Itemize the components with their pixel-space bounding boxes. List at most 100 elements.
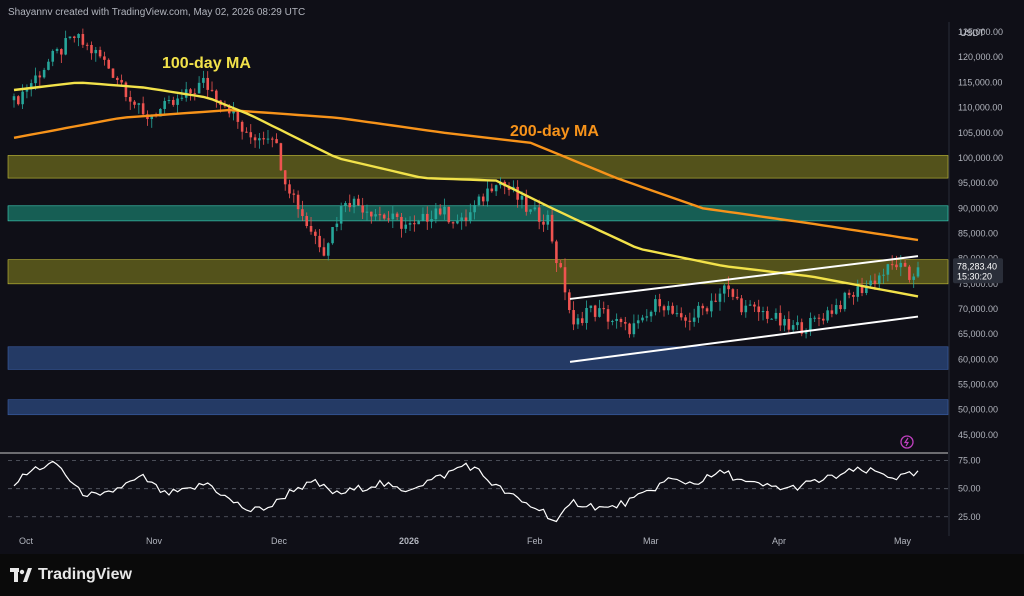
candle-body <box>766 311 769 319</box>
candle-body <box>443 206 446 215</box>
current-price-badge <box>953 258 1003 284</box>
candle-body <box>654 299 657 312</box>
candle-body <box>64 38 67 55</box>
attribution-text: Shayannv created with TradingView.com, M… <box>8 7 306 18</box>
candle-body <box>253 137 257 141</box>
candle-body <box>111 68 115 78</box>
candle-body <box>348 203 352 208</box>
price-axis-tick: 100,000.00 <box>958 153 1003 163</box>
candle-body <box>81 34 85 45</box>
candle-body <box>322 247 326 256</box>
candle-body <box>133 101 136 105</box>
candle-body <box>791 325 795 330</box>
candle-body <box>477 196 481 206</box>
candle-body <box>469 212 472 221</box>
price-axis-tick: 55,000.00 <box>958 380 998 390</box>
candle-body <box>60 49 63 55</box>
alert-clock-icon[interactable] <box>900 435 914 449</box>
candle-body <box>908 266 911 280</box>
candle-body <box>563 267 567 293</box>
candle-body <box>486 188 489 202</box>
candle-body <box>615 318 618 321</box>
candle-body <box>912 276 915 280</box>
candle-body <box>279 143 283 171</box>
candle-body <box>520 195 524 200</box>
ma100-annotation: 100-day MA <box>162 55 251 72</box>
candle-body <box>357 198 360 206</box>
rsi-axis-tick: 75.00 <box>958 456 981 466</box>
candle-body <box>210 89 214 91</box>
candle-body <box>804 331 808 334</box>
candle-body <box>873 280 877 284</box>
candle-body <box>667 305 670 311</box>
candle-body <box>240 121 244 132</box>
tradingview-logo-icon <box>10 568 32 582</box>
candle-body <box>641 317 644 321</box>
supply-zone-teal <box>7 205 949 222</box>
candle-body <box>391 213 395 220</box>
candle-body <box>197 82 201 94</box>
candle-body <box>116 77 119 80</box>
candle-body <box>546 214 550 225</box>
candle-body <box>537 207 541 222</box>
candle-body <box>675 313 679 315</box>
candle-body <box>692 317 696 322</box>
candle-body <box>176 98 179 105</box>
candle-body <box>568 292 571 311</box>
candle-body <box>464 217 468 221</box>
price-axis-tick: 45,000.00 <box>958 430 998 440</box>
candle-body <box>796 322 799 326</box>
candle-body <box>447 206 451 223</box>
time-axis-tick: Oct <box>19 536 34 546</box>
candle-body <box>636 320 640 324</box>
price-axis-tick: 115,000.00 <box>958 77 1002 87</box>
price-axis-tick: 95,000.00 <box>958 178 998 188</box>
candle-body <box>305 216 309 227</box>
candle-body <box>249 132 253 138</box>
candle-body <box>236 110 240 122</box>
candle-body <box>460 217 463 221</box>
candle-body <box>710 300 713 312</box>
price-chart[interactable]: 100-day MA 200-day MA USDT 45,000.00 50,000.… <box>0 0 1024 554</box>
candle-body <box>895 264 898 268</box>
candle-body <box>301 209 304 217</box>
candle-body <box>882 274 885 276</box>
candle-body <box>150 115 154 120</box>
candle-body <box>585 307 588 323</box>
candle-body <box>494 185 498 192</box>
candle-body <box>473 205 476 213</box>
candle-body <box>778 312 782 326</box>
candle-body <box>400 216 403 229</box>
candle-body <box>85 44 89 46</box>
candle-body <box>90 44 93 54</box>
candle-body <box>262 138 265 140</box>
candle-body <box>662 306 666 311</box>
candle-body <box>903 262 907 267</box>
candle-body <box>619 318 623 323</box>
candle-body <box>559 263 562 268</box>
candle-body <box>847 292 851 295</box>
candle-body <box>189 89 192 94</box>
candle-body <box>344 203 347 206</box>
candle-body <box>490 188 494 192</box>
candle-body <box>124 82 128 98</box>
candle-body <box>206 77 209 90</box>
candle-body <box>38 75 42 78</box>
candle-body <box>839 305 842 310</box>
candle-body <box>860 286 864 294</box>
candle-body <box>72 36 76 38</box>
candle-body <box>744 305 748 313</box>
candle-body <box>481 196 485 202</box>
candle-body <box>141 103 145 115</box>
resistance-zone-lower <box>7 259 949 285</box>
candle-body <box>533 207 537 210</box>
candle-body <box>163 100 166 109</box>
candle-body <box>688 320 692 322</box>
candle-body <box>714 300 717 302</box>
candle-body <box>817 317 821 319</box>
candle-body <box>309 226 313 232</box>
candle-body <box>843 292 847 310</box>
tradingview-logo[interactable]: TradingView <box>10 566 132 584</box>
candle-body <box>800 322 804 334</box>
time-axis-tick: Mar <box>643 536 659 546</box>
